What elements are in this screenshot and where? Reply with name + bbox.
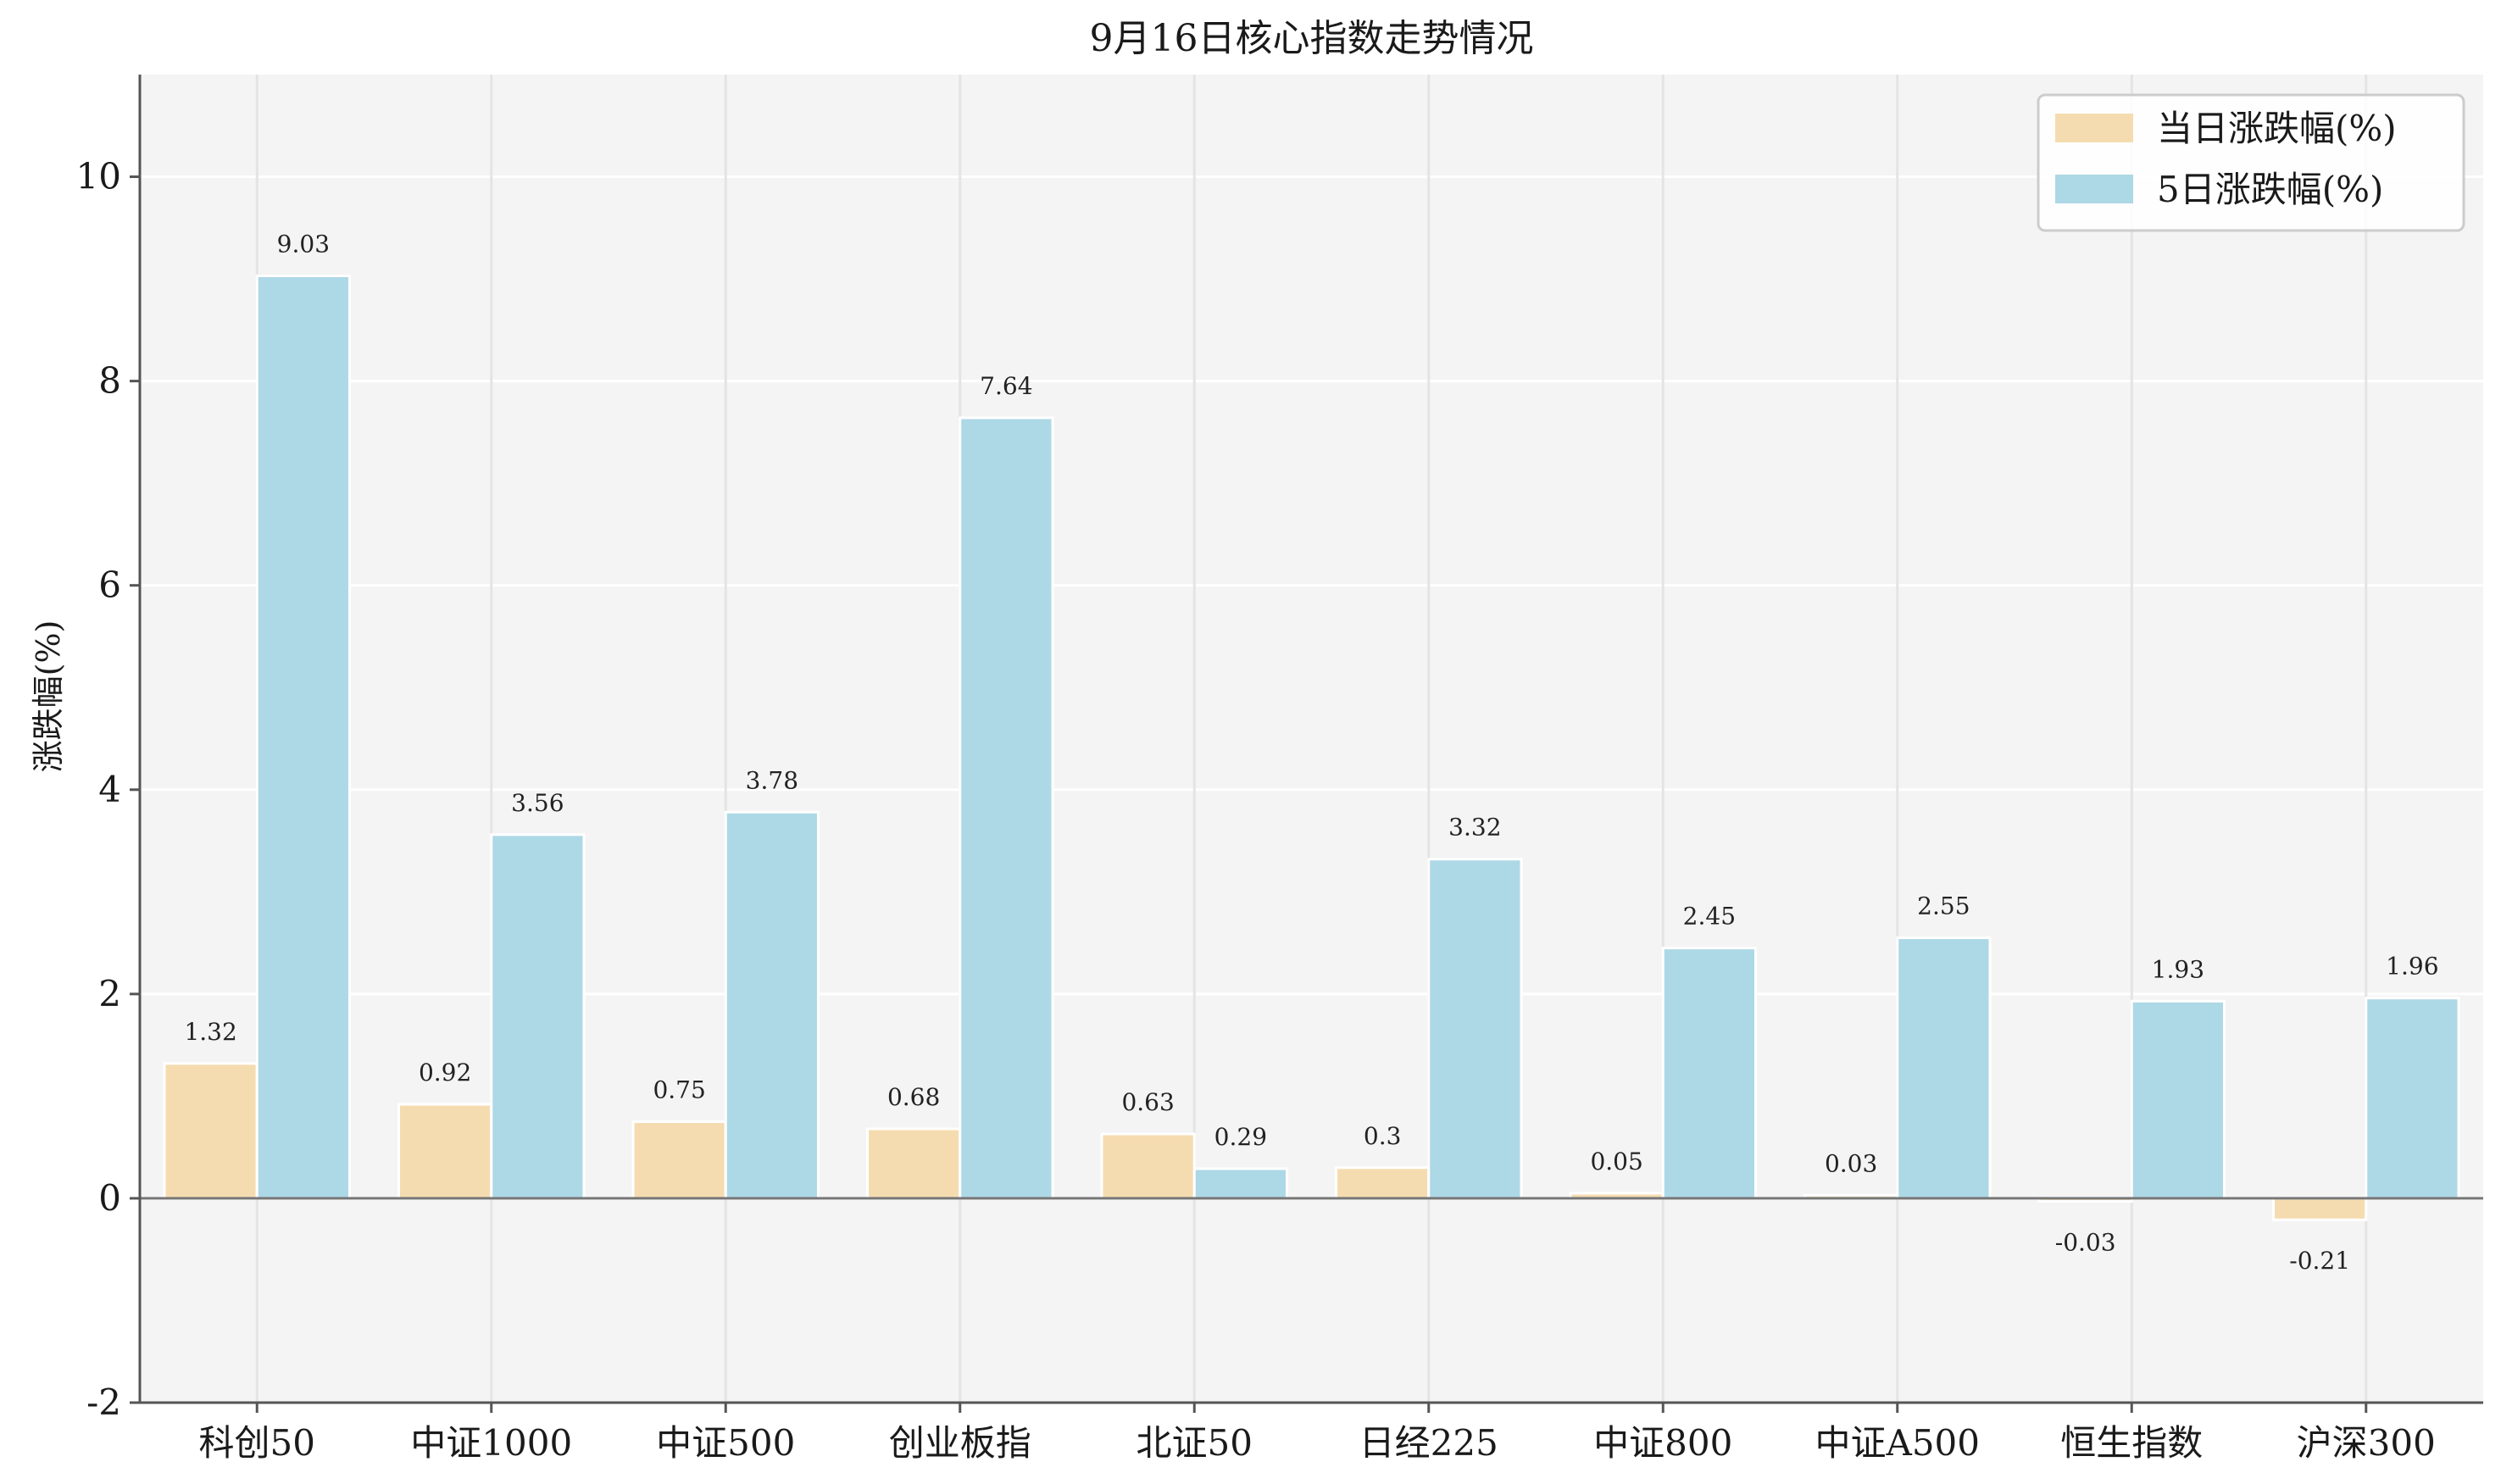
x-tick-label: 中证1000 [410, 1422, 572, 1464]
bar-5day [724, 810, 820, 1200]
x-tick-label: 中证A500 [1815, 1422, 1981, 1464]
data-label-5day: 3.56 [511, 789, 564, 817]
data-label-5day: 2.55 [1917, 892, 1970, 920]
bar-daily [1335, 1166, 1431, 1200]
x-tick-label: 科创50 [199, 1422, 315, 1464]
x-tick-label: 沪深300 [2297, 1422, 2436, 1464]
bar-5day [255, 274, 351, 1200]
y-tick-label: 6 [98, 564, 121, 606]
data-label-5day: 9.03 [277, 230, 330, 258]
legend-box [2037, 93, 2465, 232]
x-tick-label: 恒生指数 [2060, 1422, 2203, 1464]
y-tick-label: 2 [98, 973, 121, 1014]
x-tick-label: 北证50 [1137, 1422, 1253, 1464]
bar-5day [490, 833, 586, 1200]
bar-5day [2130, 999, 2226, 1200]
bar-daily [866, 1127, 962, 1200]
data-label-daily: 0.75 [653, 1076, 705, 1104]
bar-layer [163, 274, 2460, 1221]
y-tick-label: 0 [98, 1177, 121, 1219]
y-tick-label: -2 [86, 1381, 121, 1423]
y-tick-label: 4 [98, 769, 121, 810]
data-label-daily: -0.21 [2289, 1247, 2350, 1275]
legend-label-daily: 当日涨跌幅(%) [2157, 108, 2397, 149]
data-label-5day: 1.93 [2152, 955, 2204, 983]
legend-swatch-5day [2055, 175, 2133, 203]
data-label-5day: 3.78 [746, 766, 798, 794]
bar-daily [1100, 1132, 1196, 1200]
bar-5day [2365, 997, 2460, 1200]
bar-5day [959, 416, 1054, 1200]
bar-daily [163, 1062, 258, 1200]
bar-daily [631, 1120, 727, 1200]
x-tick-label: 日经225 [1359, 1422, 1498, 1464]
data-label-5day: 7.64 [980, 372, 1032, 400]
x-tick-label: 创业板指 [889, 1422, 1031, 1464]
y-axis-label: 涨跌幅(%) [30, 620, 67, 773]
x-tick-label: 中证800 [1593, 1422, 1732, 1464]
bar-daily [397, 1103, 493, 1200]
data-label-daily: 0.3 [1364, 1122, 1402, 1150]
bar-5day [1896, 937, 1992, 1200]
y-tick-label: 8 [98, 360, 121, 402]
bar-5day [1192, 1167, 1288, 1200]
legend: 当日涨跌幅(%) 5日涨跌幅(%) [2037, 93, 2465, 232]
data-label-layer: 1.32 0.92 0.75 0.68 0.63 0.3 0.05 0.03 -0.03 -0.2… [184, 230, 2438, 1275]
data-label-daily: 0.03 [1825, 1149, 1877, 1177]
legend-label-5day: 5日涨跌幅(%) [2157, 169, 2383, 210]
axis-layer: -2 0 2 4 6 8 10 科创50 中证1000 中证500 创业板指 北证50 日经225 中证8… [76, 75, 2483, 1464]
data-label-daily: 0.92 [419, 1059, 471, 1087]
data-label-daily: 0.05 [1590, 1148, 1642, 1176]
data-label-5day: 1.96 [2386, 953, 2438, 981]
data-label-5day: 0.29 [1214, 1123, 1267, 1151]
data-label-5day: 3.32 [1448, 814, 1501, 842]
legend-swatch-daily [2055, 114, 2133, 142]
data-label-daily: -0.03 [2055, 1229, 2116, 1257]
bar-daily [2272, 1197, 2368, 1221]
y-tick-label: 10 [76, 156, 121, 197]
data-label-daily: 0.68 [887, 1083, 940, 1111]
x-tick-label: 中证500 [656, 1422, 795, 1464]
data-label-daily: 0.63 [1121, 1088, 1174, 1116]
chart-title: 9月16日核心指数走势情况 [1090, 17, 1534, 60]
bar-5day [1427, 858, 1523, 1200]
data-label-5day: 2.45 [1683, 903, 1736, 931]
data-label-daily: 1.32 [184, 1018, 236, 1046]
bar-5day [1661, 947, 1757, 1200]
